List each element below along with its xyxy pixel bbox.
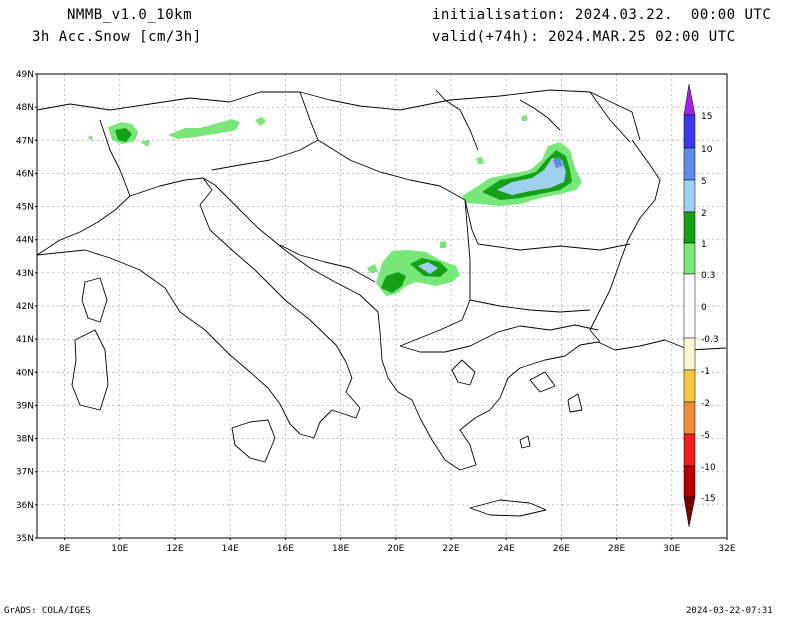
colorbar [683,83,696,528]
lon-tick-label: 28E [608,544,625,554]
coastlines-borders [36,89,727,517]
lat-tick-label: 43N [16,269,34,279]
lat-tick-label: 40N [16,368,34,378]
snow-patch-balkans [367,241,460,296]
colorbar-label: 0.3 [701,271,715,281]
colorbar-label: -1 [701,367,710,377]
colorbar-labels: 15 10 5 2 1 0.3 0 -0.3 -1 -2 -5 -10 -15 [701,112,719,504]
lon-tick-label: 8E [59,544,71,554]
footer-timestamp: 2024-03-22-07:31 [686,606,773,616]
colorbar-label: 10 [701,145,713,155]
map-gridlines [37,74,727,538]
lat-tick-label: 47N [16,136,34,146]
lon-tick-label: 26E [553,544,570,554]
init-time: initialisation: 2024.03.22. 00:00 UTC [432,7,772,23]
lat-tick-label: 36N [16,501,34,511]
lon-tick-label: 24E [498,544,515,554]
lat-tick-label: 39N [16,401,34,411]
colorbar-segment [683,369,696,403]
colorbar-label: 5 [701,177,707,187]
lon-tick-label: 16E [277,544,294,554]
snow-patch-alps [87,117,266,147]
lat-tick-label: 45N [16,203,34,213]
colorbar-top-arrow [683,83,696,116]
lat-tick-label: 35N [16,534,34,544]
colorbar-label: 2 [701,209,707,219]
colorbar-bottom-arrow [683,496,696,528]
colorbar-label: -15 [701,494,716,504]
lat-tick-label: 41N [16,335,34,345]
lat-tick-label: 48N [16,103,34,113]
lon-tick-label: 14E [222,544,239,554]
variable-title: 3h Acc.Snow [cm/3h] [32,29,202,45]
colorbar-label: -10 [701,463,716,473]
colorbar-label: 0 [701,303,707,313]
colorbar-segment [683,465,696,498]
lat-tick-label: 38N [16,435,34,445]
lon-tick-label: 22E [442,544,459,554]
colorbar-label: 15 [701,112,712,122]
lat-tick-label: 37N [16,468,34,478]
colorbar-segment [683,433,696,467]
colorbar-segment [683,179,696,213]
lon-tick-label: 30E [663,544,680,554]
snow-patch-romania [462,115,582,206]
model-title: NMMB_v1.0_10km [67,7,193,23]
footer-credit: GrADS: COLA/IGES [4,606,91,616]
lat-tick-label: 44N [16,236,34,246]
colorbar-segment [683,401,696,435]
lon-tick-label: 12E [166,544,183,554]
lon-tick-label: 32E [718,544,735,554]
colorbar-label: -2 [701,399,710,409]
colorbar-segment [683,211,696,244]
lon-tick-label: 20E [387,544,404,554]
lon-tick-label: 18E [332,544,349,554]
colorbar-label: -5 [701,431,710,441]
lat-tick-label: 46N [16,169,34,179]
colorbar-segment [683,242,696,275]
latitude-axis: 49N 48N 47N 46N 45N 44N 43N 42N 41N 40N 39N 38N 37N 3… [16,70,37,544]
colorbar-segment [683,147,696,181]
colorbar-label: 1 [701,240,707,250]
snow-field [87,115,582,296]
lon-tick-label: 10E [111,544,128,554]
lat-tick-label: 42N [16,302,34,312]
colorbar-segment [683,337,696,371]
valid-time: valid(+74h): 2024.MAR.25 02:00 UTC [432,29,736,45]
colorbar-label: -0.3 [701,335,719,345]
longitude-axis: 8E 10E 12E 14E 16E 18E 20E 22E 24E 26E 28E 30E 32E [59,538,736,554]
colorbar-segment [683,114,696,149]
colorbar-segment [683,273,696,339]
lat-tick-label: 49N [16,70,34,80]
